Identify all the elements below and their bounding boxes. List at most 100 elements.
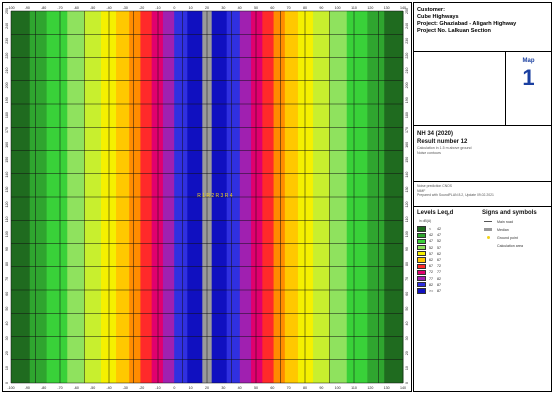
legend-panel: Customer: Cube Highways Project: Ghaziab… [413, 2, 552, 392]
sign-label: Calculation area [497, 243, 523, 248]
noise-map-canvas: -100 -90 -80 -70 -60 -50 -40 -30 -20 -10 0 10 20 30 40… [5, 6, 409, 390]
legend-row: <42 [417, 226, 447, 232]
axis-tick-label: 50 [254, 6, 258, 10]
axis-tick-label: 180 [5, 112, 9, 118]
axis-tick-label: 120 [367, 6, 373, 10]
legend-op: 72 [429, 270, 433, 275]
axis-tick-label: 70 [287, 386, 291, 390]
axis-tick-label: -80 [41, 6, 46, 10]
axis-tick-label: 50 [254, 386, 258, 390]
axis-tick-label: -10 [155, 6, 160, 10]
axis-tick-label: -50 [90, 6, 95, 10]
axis-tick-label: 140 [400, 6, 406, 10]
axis-tick-label: -20 [139, 6, 144, 10]
legend-op: 67 [429, 264, 433, 269]
axis-tick-label: 120 [5, 201, 9, 207]
axis-tick-label: 10 [405, 366, 409, 370]
noise-map[interactable]: -100 -90 -80 -70 -60 -50 -40 -30 -20 -10 0 10 20 30 40… [2, 2, 412, 392]
project-name: Project: Ghaziabad - Aligarh Highway [417, 21, 517, 27]
legend-value: 72 [437, 264, 441, 269]
axis-tick-label: -40 [106, 386, 111, 390]
axis-tick-label: 100 [405, 231, 409, 237]
axis-tick-label: 40 [238, 386, 242, 390]
axis-tick-label: 60 [270, 386, 274, 390]
sign-row: Ground point [484, 235, 518, 240]
sign-row: Median [484, 227, 509, 232]
axis-tick-label: 160 [5, 142, 9, 148]
legend-value: 82 [437, 276, 441, 281]
axis-tick-label: 120 [367, 386, 373, 390]
axis-tick-label: 170 [5, 127, 9, 133]
axis-tick-label: 10 [5, 366, 9, 370]
legend-op: 47 [429, 239, 433, 244]
axis-tick-label: 220 [5, 53, 9, 59]
axis-tick-label: 170 [405, 127, 409, 133]
axis-tick-label: 150 [5, 157, 9, 163]
legend-op: 77 [429, 276, 433, 281]
axis-tick-label: 210 [5, 68, 9, 74]
legend-value: 77 [437, 270, 441, 275]
axis-tick-label: 90 [5, 247, 9, 251]
axis-tick-label: 70 [5, 277, 9, 281]
legend-row: 52 57 [417, 245, 447, 251]
map-label: Map [522, 58, 535, 64]
result-title: NH 34 (2020) [417, 131, 454, 137]
legend-divider [414, 206, 551, 207]
receiver-labels: R 1 R 2 R 3 R 4 [197, 193, 233, 199]
legend-value: 42 [437, 227, 441, 231]
sign-label: Ground point [497, 235, 518, 240]
map-number: 1 [522, 65, 535, 90]
legend-op: 42 [429, 233, 433, 238]
axis-tick-label: 220 [405, 53, 409, 59]
meta-line1: Noise prediction CNOS [417, 184, 453, 188]
legend-row: 67 72 [417, 263, 447, 269]
legend-value: 47 [437, 233, 441, 238]
axis-tick-label: 190 [405, 97, 409, 103]
axis-tick-label: 100 [335, 386, 341, 390]
axis-tick-label: 30 [221, 6, 225, 10]
legend-row: 77 82 [417, 276, 447, 282]
legend-value: 67 [437, 258, 441, 262]
axis-tick-label: 20 [205, 386, 209, 390]
axis-tick-label: 110 [351, 6, 357, 10]
axis-tick-label: 80 [405, 262, 409, 266]
axis-tick-label: 120 [405, 201, 409, 207]
axis-tick-label: 30 [221, 386, 225, 390]
axis-tick-label: -60 [74, 386, 79, 390]
axis-tick-label: 190 [5, 97, 9, 103]
axis-tick-label: -10 [155, 386, 160, 390]
axis-tick-label: 110 [405, 216, 409, 222]
legend-swatch [417, 269, 426, 275]
axis-tick-label: -50 [90, 386, 95, 390]
map-id-row [414, 52, 551, 126]
axis-tick-label: 140 [5, 172, 9, 178]
axis-tick-label: 50 [405, 307, 409, 311]
axis-tick-label: 100 [5, 231, 9, 237]
result-line1: Calculation in 1.5 m above ground [417, 146, 472, 150]
axis-tick-label: -90 [25, 6, 30, 10]
axis-tick-label: 200 [405, 82, 409, 88]
axis-tick-label: 230 [5, 38, 9, 44]
axis-tick-label: -30 [123, 386, 128, 390]
sign-row: Calculation area [484, 243, 523, 248]
axis-tick-label: 60 [5, 292, 9, 296]
legend-swatch [417, 226, 426, 232]
axis-tick-label: 20 [405, 351, 409, 355]
axis-tick-label: 60 [405, 292, 409, 296]
sign-label: Main road [497, 219, 513, 224]
axis-tick-label: -80 [41, 386, 46, 390]
legend-unit: in dB(A) [419, 219, 432, 223]
axis-tick-label: -30 [123, 6, 128, 10]
axis-tick-label: 90 [405, 247, 409, 251]
legend-value: 52 [437, 239, 441, 244]
legend-op: >= [429, 289, 434, 293]
sign-row: Main road [484, 219, 513, 224]
axis-tick-label: 140 [400, 386, 406, 390]
meta-line3: Prepared with SoundPLAN 8.2, Update 09.0… [417, 193, 494, 198]
axis-tick-label: 160 [405, 142, 409, 148]
legend-swatch [417, 276, 426, 282]
legend-swatch [417, 251, 426, 257]
sign-symbol-icon [484, 221, 492, 222]
axis-tick-label: 50 [5, 307, 9, 311]
legend-op: 62 [429, 258, 433, 262]
